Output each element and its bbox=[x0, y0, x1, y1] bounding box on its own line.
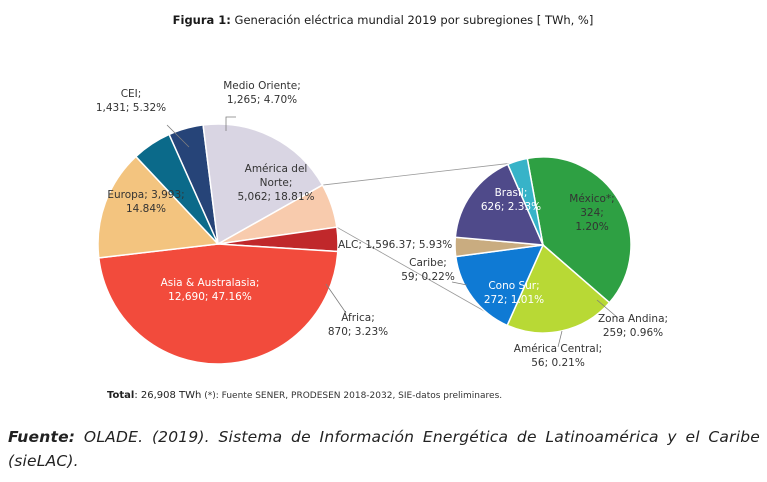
main-label-cei: CEI; 1,431; 5.32% bbox=[96, 88, 166, 114]
main-leader-cei bbox=[166, 124, 190, 148]
main-label-line: 12,690; 47.16% bbox=[168, 291, 252, 303]
alc-label-line: Brasil; bbox=[495, 187, 528, 199]
alc-label-mexico: México*; 324; 1.20% bbox=[569, 193, 614, 233]
alc-slice-cono-sur bbox=[454, 163, 545, 246]
figure-title-bold: Figura 1: bbox=[173, 13, 231, 27]
alc-slice-zona-andina bbox=[454, 244, 545, 327]
alc-label-line: 259; 0.96% bbox=[603, 327, 663, 339]
alc-label-line: 56; 0.21% bbox=[531, 357, 585, 369]
pie-labels: Medio Oriente; 1,265; 4.70% América del Nor… bbox=[96, 80, 668, 369]
main-label-asia-australasia: Asia & Australasia; 12,690; 47.16% bbox=[161, 277, 260, 303]
main-label-africa: África; 870; 3.23% bbox=[328, 311, 388, 338]
main-label-line: Asia & Australasia; bbox=[161, 277, 260, 289]
main-label-america-del-norte: América del Norte; 5,062; 18.81% bbox=[238, 163, 315, 203]
main-slice-europa bbox=[97, 155, 220, 259]
alc-label-line: México*; bbox=[569, 193, 614, 205]
main-leader-medio-oriente bbox=[225, 116, 236, 131]
source-label: Fuente: bbox=[8, 428, 76, 446]
alc-label-line: 272; 1.01% bbox=[484, 294, 544, 306]
leader-lines bbox=[166, 116, 619, 348]
main-slice-cei bbox=[134, 133, 219, 245]
main-label-line: África; bbox=[341, 311, 374, 324]
alc-label-zona-andina: Zona Andina; 259; 0.96% bbox=[598, 313, 668, 339]
alc-slice-brasil bbox=[526, 156, 632, 304]
alc-slice-caribe bbox=[506, 157, 544, 246]
alc-label-line: 1.20% bbox=[575, 221, 608, 233]
main-label-line: CEI; bbox=[121, 88, 142, 100]
alc-label-brasil: Brasil; 626; 2.33% bbox=[481, 187, 541, 213]
main-label-line: Norte; bbox=[260, 177, 293, 189]
figure-total: Total: 26,908 TWh (*): Fuente SENER, PRO… bbox=[107, 390, 502, 401]
main-label-line: 870; 3.23% bbox=[328, 326, 388, 338]
figure-title: Figura 1: Generación eléctrica mundial 2… bbox=[173, 13, 594, 27]
main-label-line: 5,062; 18.81% bbox=[238, 191, 315, 203]
alc-slice-mexico bbox=[506, 243, 611, 334]
main-slice-asia-australasia bbox=[97, 243, 339, 365]
main-slice-america-del-norte bbox=[202, 123, 324, 246]
alc-label-line: 626; 2.33% bbox=[481, 201, 541, 213]
alc-label-cono-sur: Cono Sur; 272; 1.01% bbox=[484, 280, 544, 306]
alc-breakdown-pie bbox=[454, 156, 632, 334]
total-label: Total bbox=[107, 390, 134, 401]
alc-label-america-central: América Central; 56; 0.21% bbox=[514, 343, 602, 369]
alc-label-caribe: Caribe; 59; 0.22% bbox=[401, 257, 455, 283]
alc-leader-caribe bbox=[451, 281, 468, 286]
main-label-line: 1,265; 4.70% bbox=[227, 94, 297, 106]
main-label-europa: Europa; 3,993; 14.84% bbox=[107, 189, 184, 215]
alc-label-line: 59; 0.22% bbox=[401, 271, 455, 283]
main-label-alc: ALC; 1,596.37; 5.93% bbox=[338, 239, 452, 251]
main-label-line: 14.84% bbox=[126, 203, 166, 215]
alc-leader-zona-andina bbox=[596, 299, 619, 319]
main-label-line: 1,431; 5.32% bbox=[96, 102, 166, 114]
main-pie bbox=[97, 123, 339, 365]
main-leader-africa bbox=[325, 283, 347, 314]
alc-label-line: Caribe; bbox=[409, 257, 447, 269]
connector-line-top bbox=[322, 162, 511, 186]
main-label-line: ALC; 1,596.37; 5.93% bbox=[338, 239, 452, 251]
source-text: OLADE. (2019). Sistema de Información En… bbox=[8, 428, 760, 470]
alc-leader-america-central bbox=[557, 330, 563, 348]
source-citation: Fuente: OLADE. (2019). Sistema de Inform… bbox=[8, 425, 760, 473]
figure-title-text: Generación eléctrica mundial 2019 por su… bbox=[231, 13, 593, 27]
main-label-line: Europa; 3,993; bbox=[107, 189, 184, 201]
main-label-medio-oriente: Medio Oriente; 1,265; 4.70% bbox=[223, 80, 301, 106]
total-value: : 26,908 TWh bbox=[134, 390, 201, 401]
alc-label-line: América Central; bbox=[514, 343, 602, 355]
alc-label-line: Cono Sur; bbox=[488, 280, 539, 292]
main-label-line: América del bbox=[245, 163, 308, 175]
alc-label-line: 324; bbox=[580, 207, 604, 219]
main-label-line: Medio Oriente; bbox=[223, 80, 301, 92]
figure-note: (*): Fuente SENER, PRODESEN 2018-2032, S… bbox=[201, 391, 502, 401]
alc-label-line: Zona Andina; bbox=[598, 313, 668, 325]
